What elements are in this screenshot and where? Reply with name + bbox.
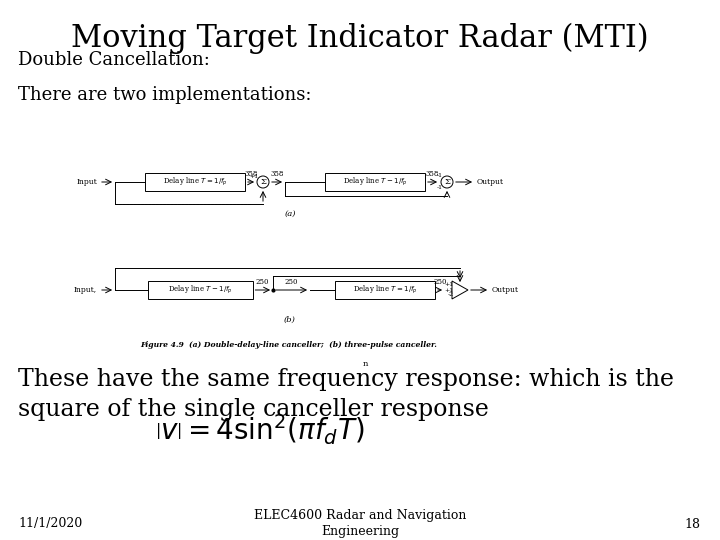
Text: Input: Input [76, 178, 97, 186]
Text: -1: -1 [437, 185, 443, 190]
Bar [335, 281, 435, 299]
Text: 250: 250 [256, 278, 269, 286]
Text: 250: 250 [433, 278, 446, 286]
Text: +1: +1 [250, 174, 259, 179]
Text: n: n [362, 360, 368, 368]
Text: Output: Output [477, 178, 504, 186]
Text: (a): (a) [284, 210, 296, 218]
Text: 358: 358 [270, 170, 284, 178]
Text: These have the same frequency response: which is the
square of the single cancel: These have the same frequency response: … [18, 368, 674, 421]
Text: 358: 358 [244, 170, 258, 178]
Bar [145, 173, 245, 191]
Text: 250: 250 [284, 278, 298, 286]
Text: (b): (b) [284, 316, 296, 324]
Text: Moving Target Indicator Radar (MTI): Moving Target Indicator Radar (MTI) [71, 22, 649, 53]
Text: Input,: Input, [74, 286, 97, 294]
Text: +1: +1 [445, 287, 454, 293]
Text: Double Cancellation:: Double Cancellation: [18, 51, 210, 69]
Bar [148, 281, 253, 299]
Text: -1: -1 [437, 173, 443, 178]
Text: Figure 4.9  (a) Double-delay-line canceller;  (b) three-pulse canceller.: Figure 4.9 (a) Double-delay-line cancell… [140, 341, 437, 349]
Text: $\left|v\right| = 4\sin^2\!\left(\pi f_d T\right)$: $\left|v\right| = 4\sin^2\!\left(\pi f_d… [156, 413, 365, 447]
Bar [325, 173, 425, 191]
Text: 358: 358 [426, 170, 439, 178]
Text: Delay line $T=1/f_p$: Delay line $T=1/f_p$ [163, 176, 228, 188]
Text: ELEC4600 Radar and Navigation
Engineering: ELEC4600 Radar and Navigation Engineerin… [254, 510, 466, 538]
Text: Σ: Σ [444, 178, 451, 186]
Text: Delay line $T=1/f_p$: Delay line $T=1/f_p$ [353, 284, 418, 296]
Text: Output: Output [492, 286, 519, 294]
Text: Σ: Σ [261, 178, 266, 186]
Text: Delay line $T-1/f_p$: Delay line $T-1/f_p$ [168, 284, 233, 296]
Text: 11/1/2020: 11/1/2020 [18, 517, 82, 530]
Text: -2: -2 [448, 293, 454, 298]
Text: 18: 18 [684, 517, 700, 530]
Text: There are two implementations:: There are two implementations: [18, 86, 312, 104]
Text: Delay line $T-1/f_p$: Delay line $T-1/f_p$ [343, 176, 408, 188]
Text: +1: +1 [445, 282, 454, 287]
